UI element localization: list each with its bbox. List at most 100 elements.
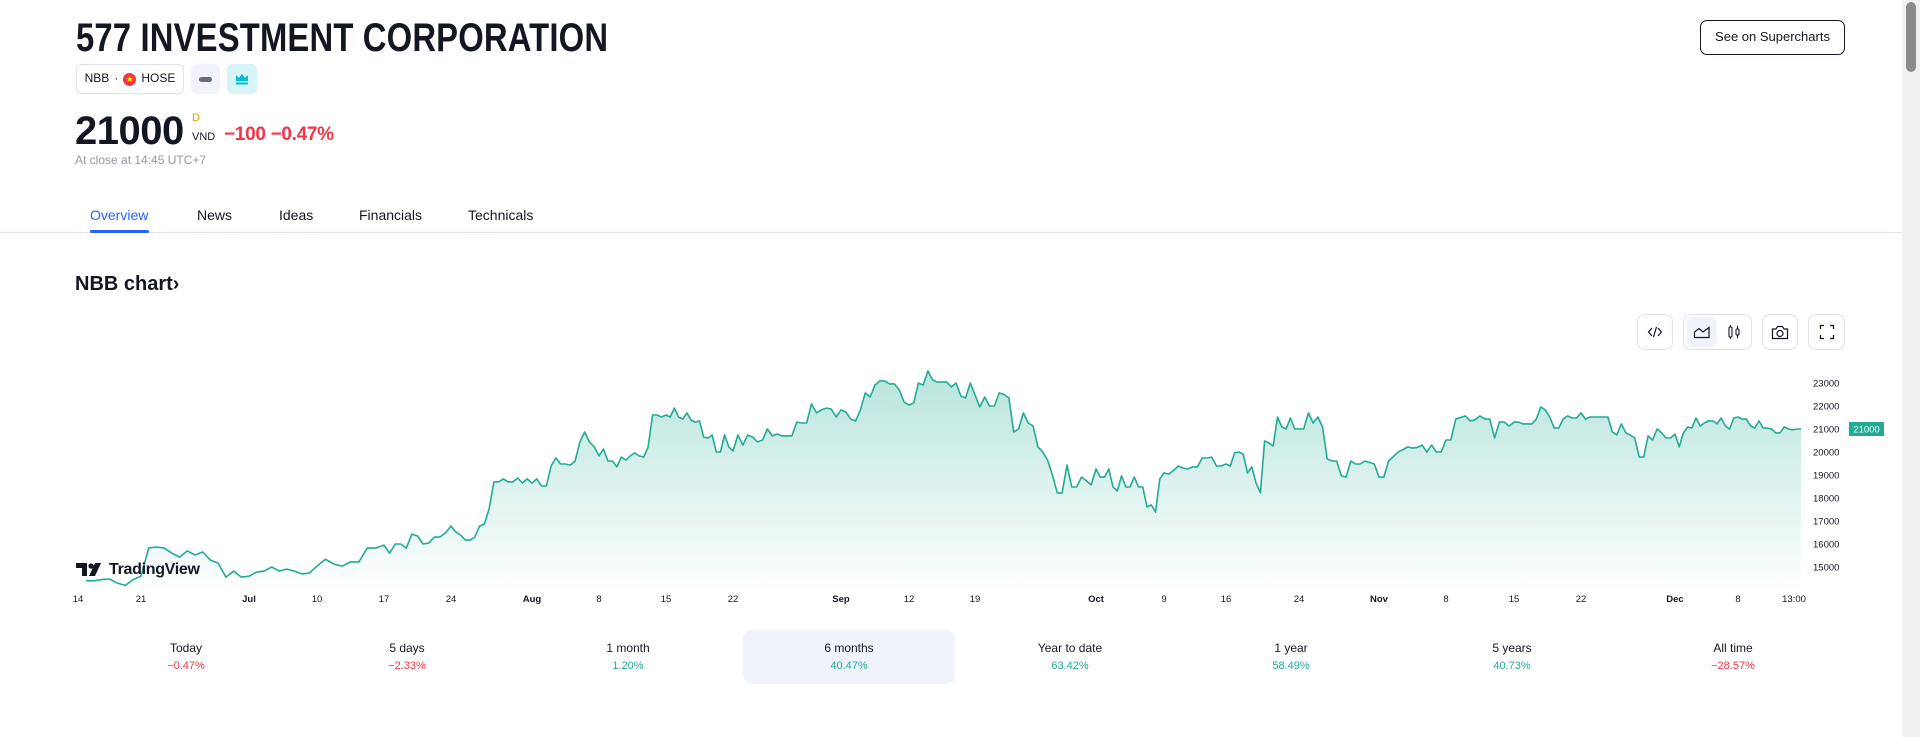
tab-financials[interactable]: Financials <box>359 207 423 223</box>
price-line <box>86 370 1801 587</box>
period-5-years[interactable]: 5 years 40.73% <box>1406 630 1618 684</box>
x-tick-label: 24 <box>446 594 457 605</box>
period-6-months[interactable]: 6 months 40.47% <box>743 630 955 684</box>
period-label: 1 month <box>606 641 650 656</box>
x-tick-label: 17 <box>379 594 390 605</box>
price-delay-flag: D <box>192 112 200 124</box>
period-label: All time <box>1713 641 1753 656</box>
change-pct: −0.47% <box>270 124 334 145</box>
period-change: 40.73% <box>1493 659 1531 672</box>
period-label: Today <box>169 641 203 656</box>
embed-button[interactable] <box>1637 314 1673 350</box>
area-chart-button[interactable] <box>1686 317 1717 347</box>
period-label: 6 months <box>824 641 874 656</box>
price-area-fill <box>86 371 1801 592</box>
period-change: 40.47% <box>830 659 868 672</box>
x-tick-label: 14 <box>73 594 84 605</box>
symbol-exchange-badge[interactable]: NBB · ★ HOSE <box>76 64 184 94</box>
period-year-to-date[interactable]: Year to date 63.42% <box>964 630 1176 684</box>
area-chart-icon <box>1693 326 1710 339</box>
x-tick-label: Aug <box>523 594 542 605</box>
x-tick-label: 16 <box>1221 594 1232 605</box>
tradingview-logo-icon <box>76 563 101 576</box>
period-all-time[interactable]: All time −28.57% <box>1627 630 1839 684</box>
chevron-right-icon: › <box>172 273 180 295</box>
period-change: −28.57% <box>1711 659 1755 672</box>
y-tick-label: 23000 <box>1813 379 1839 390</box>
x-tick-label: 8 <box>596 594 601 605</box>
separator: · <box>114 71 119 86</box>
period-change: 1.20% <box>612 659 644 672</box>
close-time: At close at 14:45 UTC+7 <box>75 153 207 167</box>
currency-label: VND <box>192 131 216 143</box>
fullscreen-icon <box>1819 324 1834 340</box>
candles-icon <box>1727 325 1740 339</box>
price-chart[interactable]: 23000 22000 21000 20000 19000 18000 17000 16000… <box>0 0 1902 620</box>
x-tick-label: 10 <box>312 594 323 605</box>
scrollbar[interactable] <box>1902 0 1920 737</box>
period-label: Year to date <box>1037 641 1103 656</box>
x-tick-label: Oct <box>1088 594 1105 605</box>
x-tick-label: 12 <box>904 594 915 605</box>
period-change: 63.42% <box>1051 659 1089 672</box>
last-price-badge <box>1849 422 1884 436</box>
y-tick-label: 17000 <box>1813 517 1839 528</box>
market-status-button[interactable] <box>191 64 220 94</box>
fullscreen-button[interactable] <box>1808 314 1845 350</box>
y-tick-label: 22000 <box>1813 402 1839 413</box>
x-tick-label: Nov <box>1370 594 1389 605</box>
last-price-badge-label: 21000 <box>1853 425 1879 436</box>
active-tab-indicator <box>90 230 149 233</box>
period-today[interactable]: Today −0.47% <box>80 630 292 684</box>
y-tick-label: 18000 <box>1813 494 1839 505</box>
snapshot-button[interactable] <box>1762 314 1798 350</box>
chart-heading-text: NBB chart <box>75 273 173 295</box>
symbol-label: NBB <box>84 71 110 86</box>
y-tick-label: 21000 <box>1813 425 1839 436</box>
period-change: −2.33% <box>388 659 426 672</box>
x-tick-label: Jul <box>242 594 256 605</box>
change-abs: −100 <box>224 124 266 145</box>
chart-type-group <box>1683 314 1752 350</box>
period-5-days[interactable]: 5 days −2.33% <box>301 630 513 684</box>
see-on-supercharts-button[interactable]: See on Supercharts <box>1700 20 1845 55</box>
x-tick-label: Dec <box>1666 594 1683 605</box>
y-tick-label: 16000 <box>1813 540 1839 551</box>
tradingview-logo-text: TradingView <box>109 561 200 578</box>
x-tick-label: 8 <box>1735 594 1740 605</box>
y-tick-label: 19000 <box>1813 471 1839 482</box>
period-1-year[interactable]: 1 year 58.49% <box>1185 630 1397 684</box>
x-tick-label: 24 <box>1294 594 1305 605</box>
period-1-month[interactable]: 1 month 1.20% <box>522 630 734 684</box>
price-change: −100 −0.47% <box>224 125 334 144</box>
crown-icon <box>236 74 248 85</box>
tabs-divider <box>0 232 1902 233</box>
x-tick-label: Sep <box>832 594 850 605</box>
period-change: −0.47% <box>167 659 205 672</box>
tradingview-logo[interactable]: TradingView <box>76 562 200 578</box>
x-tick-label: 15 <box>1509 594 1520 605</box>
x-tick-label: 9 <box>1161 594 1166 605</box>
exchange-label: HOSE <box>141 71 176 86</box>
period-label: 1 year <box>1274 641 1308 656</box>
x-tick-label: 22 <box>728 594 739 605</box>
scrollbar-thumb[interactable] <box>1906 2 1916 72</box>
embed-code-icon <box>1647 326 1663 338</box>
x-tick-label: 22 <box>1576 594 1587 605</box>
candles-chart-button[interactable] <box>1719 317 1749 347</box>
y-tick-label: 20000 <box>1813 448 1839 459</box>
tab-ideas[interactable]: Ideas <box>279 207 314 223</box>
chart-heading-link[interactable]: NBB chart› <box>75 274 179 294</box>
x-tick-label: 8 <box>1443 594 1448 605</box>
vietnam-flag-icon: ★ <box>123 72 137 86</box>
tab-overview[interactable]: Overview <box>90 207 149 223</box>
pill-icon <box>199 76 212 82</box>
x-tick-label: 15 <box>661 594 672 605</box>
tab-technicals[interactable]: Technicals <box>468 207 534 223</box>
tab-news[interactable]: News <box>197 207 233 223</box>
period-label: 5 years <box>1492 641 1532 656</box>
premium-button[interactable] <box>227 64 257 94</box>
last-price: 21000 <box>75 109 184 153</box>
x-tick-label: 21 <box>136 594 147 605</box>
company-title: 577 INVESTMENT CORPORATION <box>76 16 609 60</box>
